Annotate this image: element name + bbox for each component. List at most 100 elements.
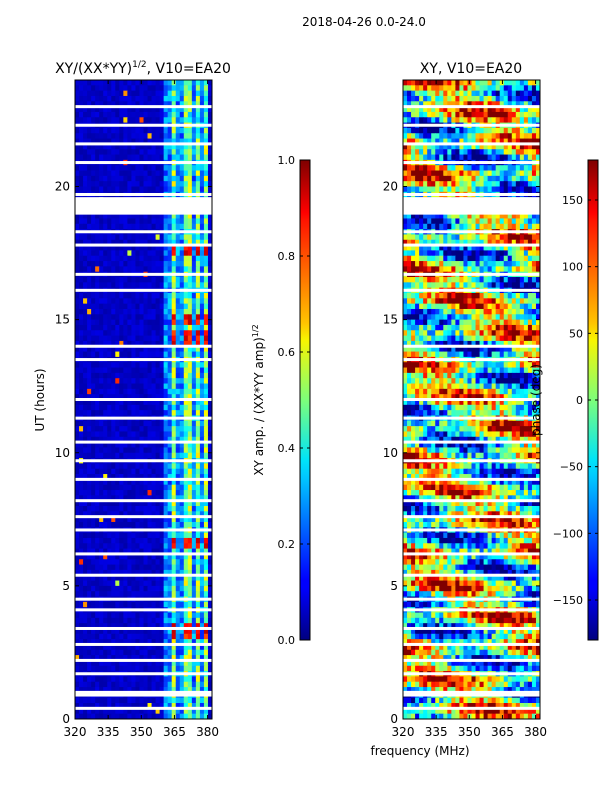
heatmap-cell <box>155 420 161 427</box>
heatmap-cell <box>191 95 197 102</box>
heatmap-cell <box>159 388 165 395</box>
heatmap-cell <box>175 490 181 496</box>
heatmap-cell <box>187 117 193 124</box>
heatmap-cell <box>111 170 116 177</box>
heatmap-cell <box>407 117 412 124</box>
heatmap-cell <box>203 447 209 454</box>
heatmap-cell <box>103 133 108 140</box>
heatmap-cell <box>111 154 116 161</box>
heatmap-cell <box>79 255 84 262</box>
heatmap-cell <box>467 127 473 134</box>
heatmap-cell <box>195 106 201 113</box>
heatmap-cell <box>491 117 497 124</box>
heatmap-cell <box>115 111 120 118</box>
heatmap-cell <box>119 245 124 251</box>
heatmap-cell <box>131 655 137 662</box>
heatmap-cell <box>123 452 128 459</box>
heatmap-cell <box>95 308 100 315</box>
heatmap-cell <box>119 553 124 560</box>
heatmap-cell <box>183 303 189 310</box>
heatmap-cell <box>431 175 436 182</box>
heatmap-cell <box>199 426 205 433</box>
heatmap-cell <box>91 490 96 496</box>
heatmap-cell <box>103 95 108 102</box>
heatmap-cell <box>199 335 205 342</box>
heatmap-cell <box>95 511 100 518</box>
heatmap-cell <box>171 665 177 672</box>
heatmap-cell <box>115 537 120 544</box>
heatmap-cell <box>147 261 153 267</box>
heatmap-cell <box>207 490 212 496</box>
heatmap-cell <box>99 623 104 630</box>
heatmap-cell <box>175 617 181 624</box>
heatmap-cell <box>403 149 408 156</box>
heatmap-cell <box>199 351 205 358</box>
heatmap-cell <box>147 127 153 134</box>
heatmap-cell <box>135 687 141 693</box>
heatmap-cell <box>107 452 112 459</box>
heatmap-cell <box>91 644 96 651</box>
heatmap-cell <box>167 372 173 379</box>
heatmap-cell <box>127 580 133 587</box>
heatmap-cell <box>79 511 84 518</box>
heatmap-cell <box>91 335 96 342</box>
heatmap-cell <box>79 106 84 113</box>
heatmap-cell <box>75 474 80 480</box>
heatmap-cell <box>75 85 80 92</box>
heatmap-cell <box>111 559 116 566</box>
heatmap-cell <box>87 612 92 619</box>
heatmap-cell <box>103 367 108 374</box>
heatmap-cell <box>459 90 465 97</box>
heatmap-cell <box>159 293 165 299</box>
heatmap-cell <box>515 117 521 124</box>
heatmap-cell <box>103 660 108 667</box>
heatmap-cell <box>95 601 100 608</box>
heatmap-cell <box>127 521 133 528</box>
heatmap-cell <box>91 543 96 550</box>
heatmap-cell <box>207 649 212 656</box>
heatmap-cell <box>535 127 540 134</box>
heatmap-cell <box>139 95 145 102</box>
heatmap-cell <box>187 394 193 401</box>
heatmap-cell <box>99 708 104 715</box>
heatmap-cell <box>127 681 133 688</box>
heatmap-cell <box>135 580 141 587</box>
heatmap-cell <box>463 138 469 145</box>
heatmap-cell <box>191 687 197 693</box>
heatmap-cell <box>135 516 141 523</box>
heatmap-cell <box>79 399 84 406</box>
heatmap-cell <box>203 511 209 518</box>
heatmap-cell <box>111 463 116 470</box>
heatmap-cell <box>119 378 124 385</box>
heatmap-cell <box>155 452 161 459</box>
heatmap-cell <box>115 681 120 688</box>
heatmap-cell <box>131 410 137 417</box>
heatmap-cell <box>87 410 92 417</box>
heatmap-cell <box>139 308 145 315</box>
heatmap-cell <box>447 143 452 150</box>
heatmap-cell <box>87 319 92 326</box>
heatmap-cell <box>531 143 537 150</box>
heatmap-cell <box>131 330 137 337</box>
heatmap-cell <box>95 340 100 347</box>
heatmap-cell <box>207 521 212 528</box>
heatmap-cell <box>107 532 112 539</box>
heatmap-cell <box>139 564 145 571</box>
heatmap-cell <box>83 516 88 523</box>
heatmap-cell <box>199 245 205 251</box>
heatmap-cell <box>171 213 177 220</box>
heatmap-cell <box>83 308 88 315</box>
heatmap-cell <box>187 133 193 140</box>
heatmap-cell <box>159 564 165 571</box>
heatmap-cell <box>159 506 165 512</box>
heatmap-cell <box>107 564 112 571</box>
heatmap-cell <box>139 90 145 97</box>
heatmap-cell <box>115 324 120 331</box>
heatmap-cell <box>171 234 177 241</box>
heatmap-cell <box>447 138 452 145</box>
heatmap-cell <box>167 537 173 544</box>
heatmap-cell <box>195 703 201 709</box>
heatmap-cell <box>123 95 128 102</box>
heatmap-cell <box>99 617 104 624</box>
heatmap-cell <box>135 564 141 571</box>
